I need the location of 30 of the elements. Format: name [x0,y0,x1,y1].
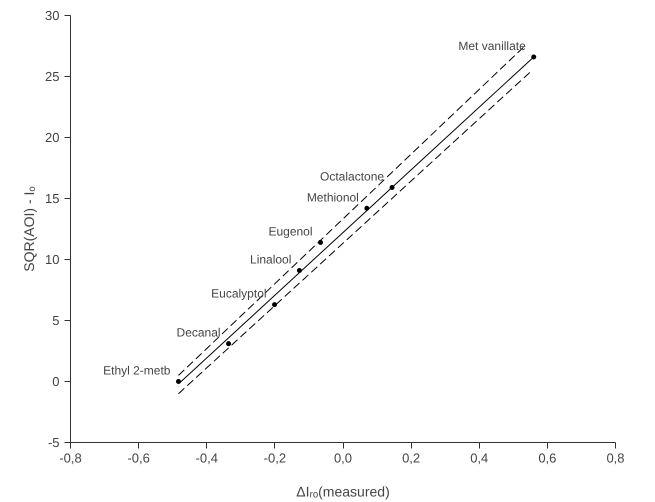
x-tick-label: 0,2 [402,450,420,466]
x-tick-label: 0,6 [538,450,556,466]
y-axis-title: SQR(AOI) - Iₒ [21,186,38,272]
x-tick-label: 0,4 [470,450,488,466]
x-tick-label: -0,8 [59,450,82,466]
point [272,302,278,308]
annotation: Ethyl 2-metb [103,364,171,378]
y-tick-label: 20 [45,130,60,145]
x-axis-title: ΔIᵣₒ(measured) [296,484,390,500]
x-tick-label: -0,2 [264,450,286,466]
point [226,341,232,346]
x-tick-label: -0,6 [127,450,150,466]
y-tick-label: 15 [45,191,60,206]
y-tick-label: -5 [48,435,60,450]
y-tick-label: 25 [45,69,60,84]
y-tick-label: 10 [45,252,60,267]
x-tick-label: 0,8 [606,450,625,466]
annotation: Decanal [176,326,221,340]
x-tick-label: -0,4 [196,450,218,466]
x-tick-label: 0,0 [334,450,352,466]
annotation: Methionol [306,190,359,204]
annotation: Met vanillate [458,38,526,53]
annotation: Eucalyptol [211,286,267,301]
annotation: Linalool [250,252,292,266]
y-tick-label: 30 [45,8,60,23]
annotation: Octalactone [320,170,384,184]
point [531,54,536,60]
annotation: Eugenol [268,224,313,238]
y-tick-label: 5 [52,313,60,328]
y-tick-label: 0 [52,374,60,389]
